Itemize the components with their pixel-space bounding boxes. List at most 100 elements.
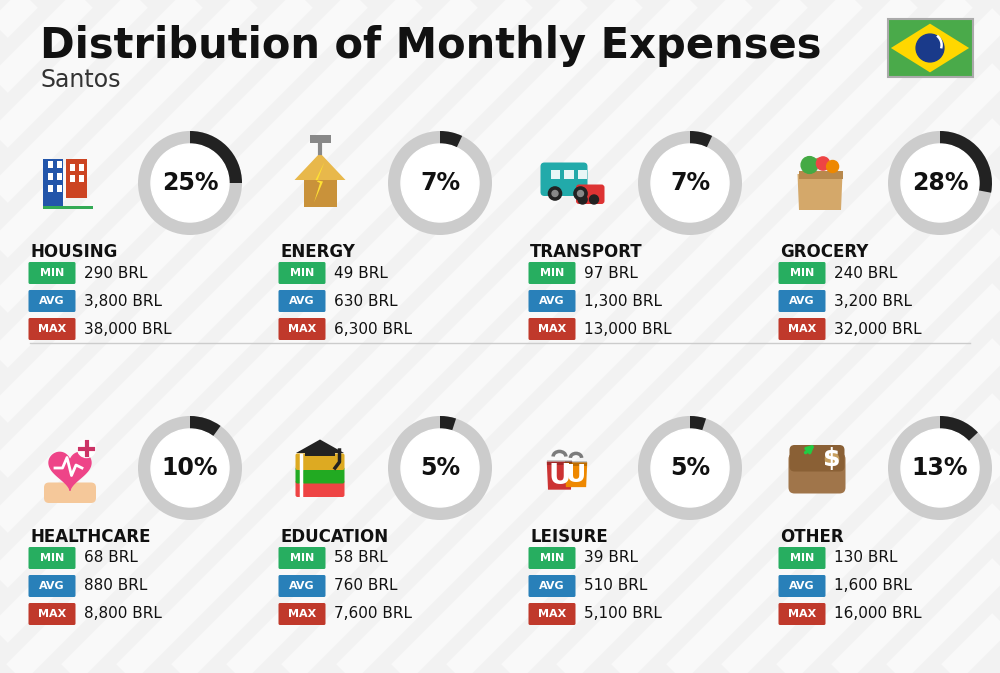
Text: Santos: Santos <box>40 68 120 92</box>
Bar <box>547 460 572 466</box>
Text: $: $ <box>823 447 841 471</box>
Wedge shape <box>690 416 706 431</box>
Circle shape <box>151 144 229 222</box>
Text: 32,000 BRL: 32,000 BRL <box>834 322 922 336</box>
Text: MIN: MIN <box>40 268 64 278</box>
Wedge shape <box>440 416 456 431</box>
FancyBboxPatch shape <box>278 547 326 569</box>
Wedge shape <box>440 131 462 147</box>
Text: 3,800 BRL: 3,800 BRL <box>84 293 162 308</box>
Bar <box>550 170 560 178</box>
FancyBboxPatch shape <box>540 162 588 196</box>
FancyBboxPatch shape <box>278 290 326 312</box>
Wedge shape <box>190 416 221 437</box>
FancyBboxPatch shape <box>278 575 326 597</box>
Text: 10%: 10% <box>162 456 218 480</box>
Text: MAX: MAX <box>288 324 316 334</box>
Text: ENERGY: ENERGY <box>280 243 355 261</box>
Text: MIN: MIN <box>290 268 314 278</box>
Text: HOUSING: HOUSING <box>30 243 117 261</box>
FancyBboxPatch shape <box>778 290 826 312</box>
Wedge shape <box>138 131 242 235</box>
Text: MIN: MIN <box>290 553 314 563</box>
Text: 630 BRL: 630 BRL <box>334 293 398 308</box>
Bar <box>48 172 53 180</box>
Text: 68 BRL: 68 BRL <box>84 551 138 565</box>
Text: 6,300 BRL: 6,300 BRL <box>334 322 412 336</box>
FancyBboxPatch shape <box>888 19 972 77</box>
Wedge shape <box>388 416 492 520</box>
Circle shape <box>552 190 558 197</box>
Wedge shape <box>940 131 992 192</box>
Text: 7,600 BRL: 7,600 BRL <box>334 606 412 621</box>
Circle shape <box>578 195 587 204</box>
Text: MIN: MIN <box>40 553 64 563</box>
Text: MAX: MAX <box>788 324 816 334</box>
Polygon shape <box>565 462 587 487</box>
Wedge shape <box>888 131 992 235</box>
Text: 5,100 BRL: 5,100 BRL <box>584 606 662 621</box>
Text: 28%: 28% <box>912 171 968 195</box>
FancyBboxPatch shape <box>28 290 76 312</box>
Text: AVG: AVG <box>39 296 65 306</box>
Text: AVG: AVG <box>789 296 815 306</box>
FancyBboxPatch shape <box>778 262 826 284</box>
Bar <box>48 184 53 192</box>
Circle shape <box>578 190 584 197</box>
Bar <box>56 172 62 180</box>
Bar <box>48 160 53 168</box>
Wedge shape <box>138 416 242 520</box>
Bar <box>799 171 842 178</box>
Bar <box>578 170 587 178</box>
Polygon shape <box>798 174 842 210</box>
Polygon shape <box>49 452 91 491</box>
Wedge shape <box>638 416 742 520</box>
Bar <box>565 461 587 466</box>
FancyBboxPatch shape <box>528 290 576 312</box>
Text: MAX: MAX <box>288 609 316 619</box>
Text: 16,000 BRL: 16,000 BRL <box>834 606 922 621</box>
Text: 49 BRL: 49 BRL <box>334 266 388 281</box>
Text: MIN: MIN <box>540 268 564 278</box>
FancyBboxPatch shape <box>296 467 344 483</box>
Bar <box>56 184 62 192</box>
Text: AVG: AVG <box>289 581 315 591</box>
Text: 5%: 5% <box>670 456 710 480</box>
Text: AVG: AVG <box>789 581 815 591</box>
Text: HEALTHCARE: HEALTHCARE <box>30 528 150 546</box>
Text: MAX: MAX <box>538 324 566 334</box>
FancyBboxPatch shape <box>528 603 576 625</box>
Circle shape <box>827 160 839 172</box>
Text: OTHER: OTHER <box>780 528 844 546</box>
Text: 97 BRL: 97 BRL <box>584 266 638 281</box>
Text: 1,300 BRL: 1,300 BRL <box>584 293 662 308</box>
Circle shape <box>401 144 479 222</box>
FancyBboxPatch shape <box>528 262 576 284</box>
Circle shape <box>901 144 979 222</box>
Text: AVG: AVG <box>539 581 565 591</box>
Bar <box>70 164 75 171</box>
FancyBboxPatch shape <box>576 184 604 204</box>
Circle shape <box>816 157 830 170</box>
FancyBboxPatch shape <box>278 318 326 340</box>
FancyBboxPatch shape <box>296 481 344 497</box>
FancyBboxPatch shape <box>528 575 576 597</box>
Circle shape <box>78 439 96 458</box>
Text: Distribution of Monthly Expenses: Distribution of Monthly Expenses <box>40 25 822 67</box>
Text: 7%: 7% <box>420 171 460 195</box>
Bar <box>43 205 92 209</box>
Polygon shape <box>296 439 344 453</box>
Text: U: U <box>548 462 571 490</box>
FancyBboxPatch shape <box>528 547 576 569</box>
FancyBboxPatch shape <box>788 453 846 493</box>
Text: MAX: MAX <box>538 609 566 619</box>
Text: 7%: 7% <box>670 171 710 195</box>
Bar <box>66 159 87 198</box>
Bar <box>310 135 330 143</box>
Circle shape <box>590 195 598 204</box>
FancyBboxPatch shape <box>28 318 76 340</box>
Text: AVG: AVG <box>539 296 565 306</box>
Wedge shape <box>690 131 712 147</box>
Polygon shape <box>547 462 572 490</box>
Circle shape <box>825 452 839 466</box>
